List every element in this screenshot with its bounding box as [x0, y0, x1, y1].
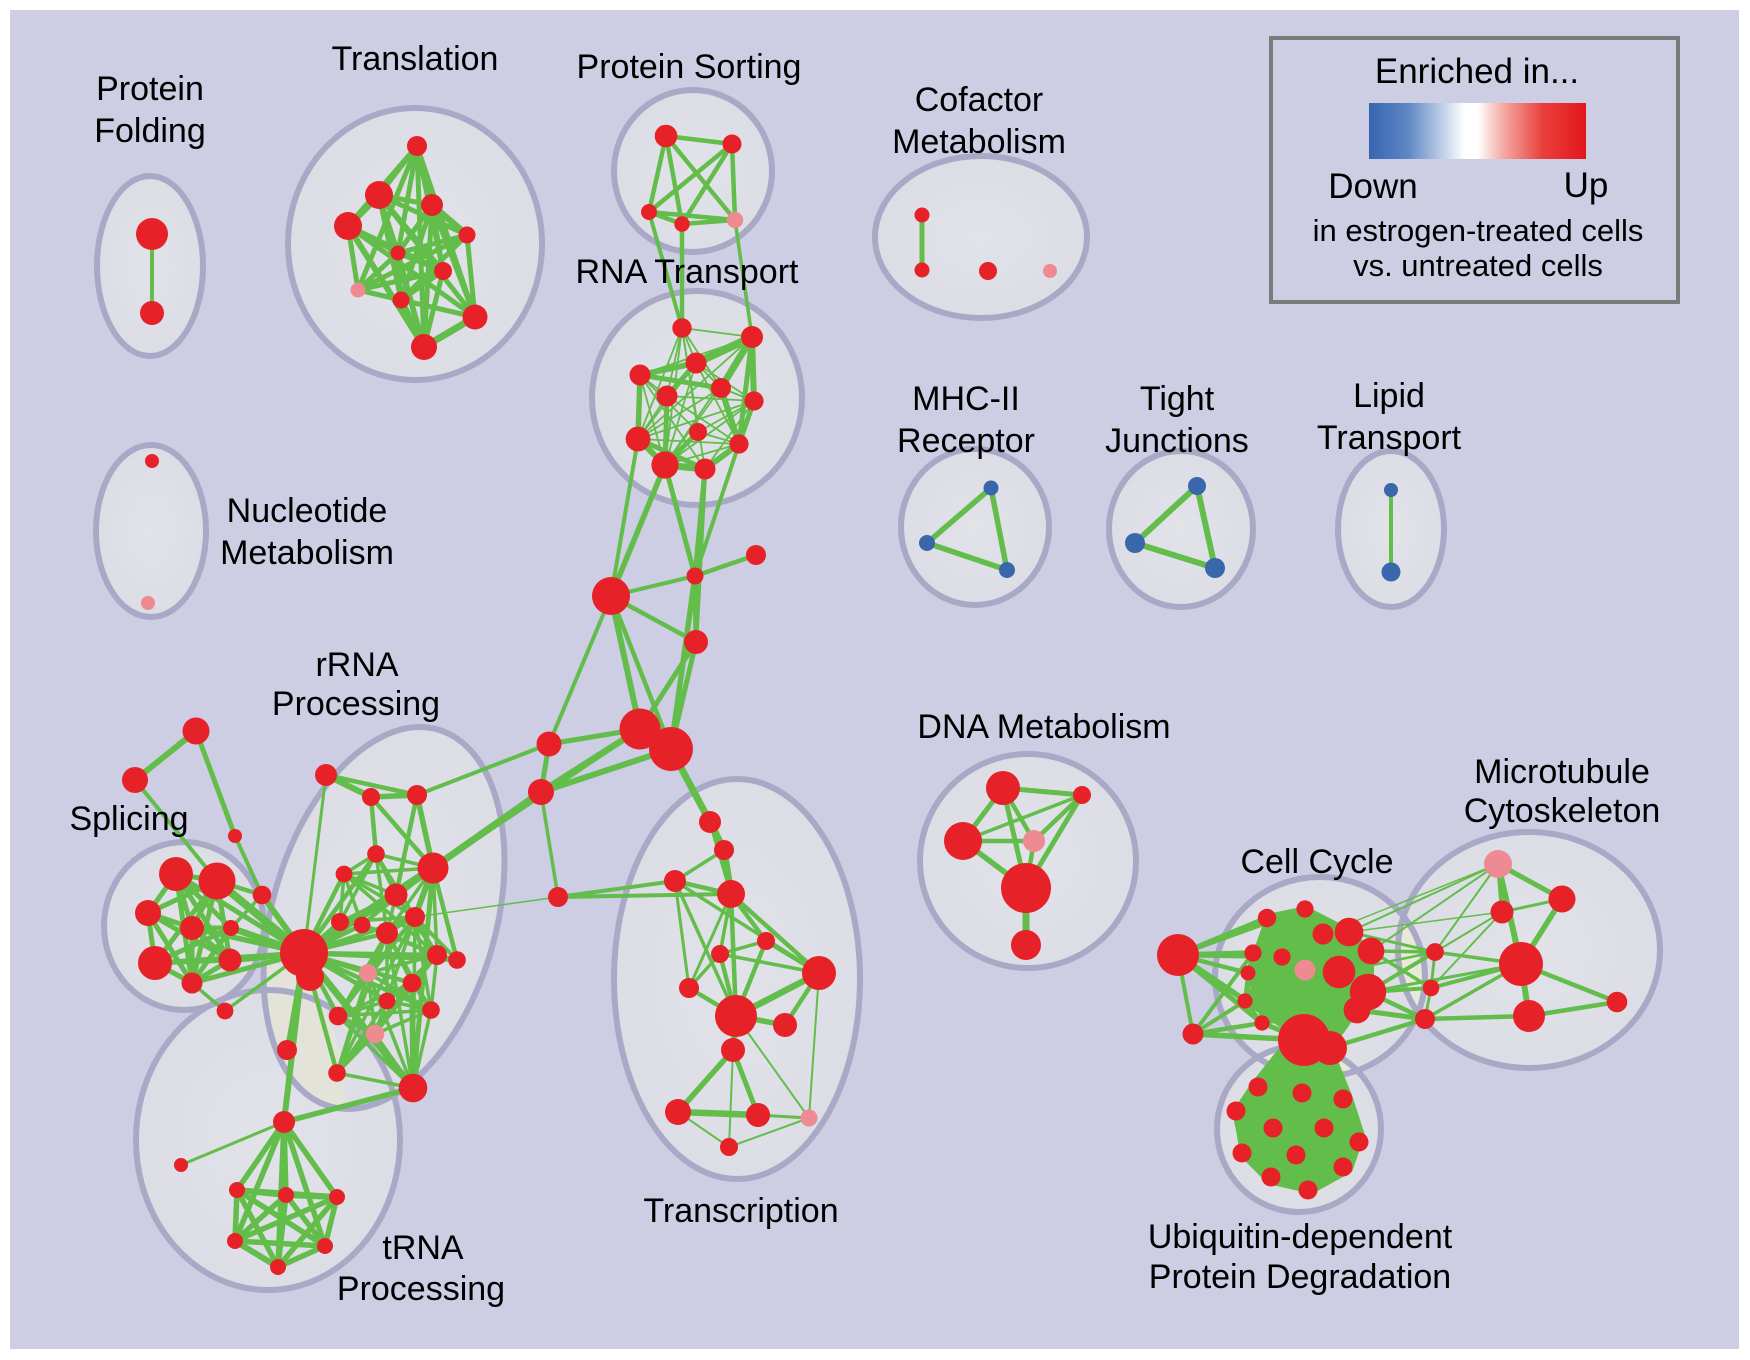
svg-text:Microtubule: Microtubule: [1474, 753, 1650, 791]
svg-text:Transcription: Transcription: [643, 1192, 838, 1230]
svg-text:rRNA: rRNA: [315, 646, 398, 684]
svg-text:Transport: Transport: [1317, 419, 1462, 457]
svg-text:Processing: Processing: [337, 1270, 505, 1308]
svg-text:Metabolism: Metabolism: [220, 534, 394, 572]
svg-text:Cofactor: Cofactor: [915, 81, 1044, 119]
svg-text:Processing: Processing: [272, 685, 440, 723]
svg-text:Protein: Protein: [96, 70, 204, 108]
svg-text:Up: Up: [1564, 166, 1609, 205]
svg-text:in estrogen-treated cells: in estrogen-treated cells: [1313, 213, 1644, 248]
svg-text:Junctions: Junctions: [1105, 422, 1249, 460]
svg-text:Protein Degradation: Protein Degradation: [1149, 1258, 1451, 1296]
svg-text:DNA Metabolism: DNA Metabolism: [917, 708, 1170, 746]
svg-text:Tight: Tight: [1140, 380, 1215, 418]
svg-text:Cell Cycle: Cell Cycle: [1240, 843, 1393, 881]
svg-text:Metabolism: Metabolism: [892, 123, 1066, 161]
svg-text:Cytoskeleton: Cytoskeleton: [1464, 792, 1661, 830]
svg-text:tRNA: tRNA: [382, 1229, 464, 1267]
svg-text:Folding: Folding: [94, 112, 206, 150]
svg-text:Down: Down: [1328, 167, 1417, 206]
svg-text:Enriched in...: Enriched in...: [1375, 52, 1579, 91]
svg-text:MHC-II: MHC-II: [912, 380, 1020, 418]
svg-text:vs. untreated cells: vs. untreated cells: [1353, 248, 1603, 283]
svg-text:Ubiquitin-dependent: Ubiquitin-dependent: [1148, 1218, 1453, 1256]
svg-text:Lipid: Lipid: [1353, 377, 1425, 415]
svg-text:Translation: Translation: [332, 40, 499, 78]
svg-text:RNA Transport: RNA Transport: [576, 253, 800, 291]
svg-text:Splicing: Splicing: [69, 800, 188, 838]
svg-text:Receptor: Receptor: [897, 422, 1035, 460]
svg-text:Protein Sorting: Protein Sorting: [577, 48, 802, 86]
svg-text:Nucleotide: Nucleotide: [227, 492, 388, 530]
